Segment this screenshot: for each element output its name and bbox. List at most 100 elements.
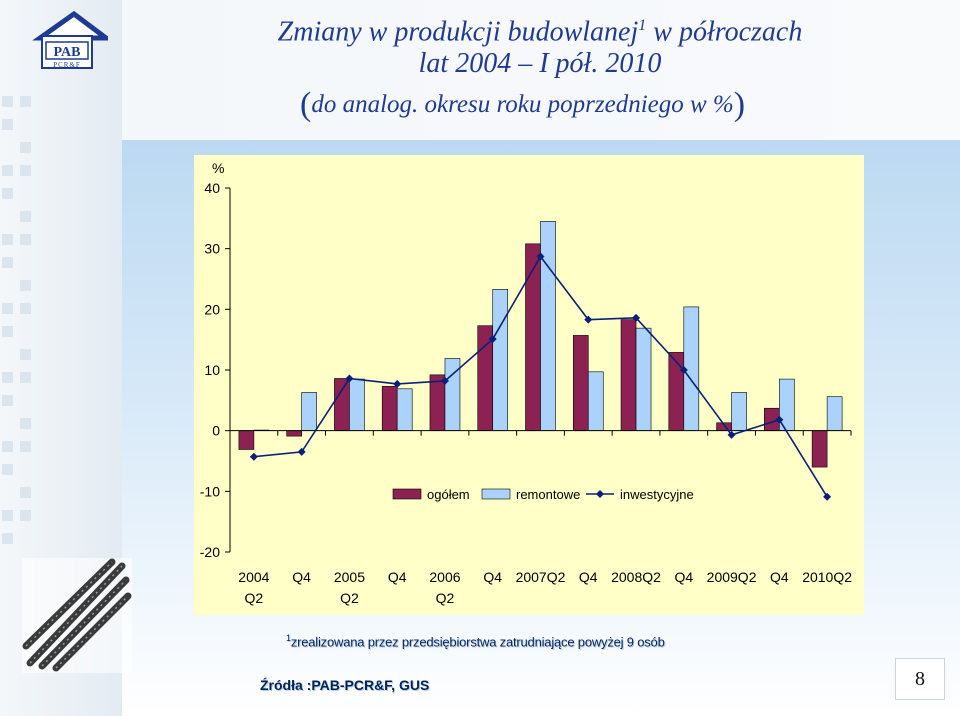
marker-inwestycyjne <box>775 415 784 424</box>
marker-inwestycyjne <box>488 335 497 344</box>
bar-ogółem <box>381 386 398 431</box>
y-tick-label: 0 <box>212 423 220 439</box>
bar-remontowe <box>301 392 317 431</box>
decorative-square <box>2 165 13 176</box>
page-number: 8 <box>895 658 945 700</box>
bar-ogółem <box>334 378 350 431</box>
bar-remontowe <box>349 378 365 431</box>
logo-text-small: PCR&F <box>53 61 81 69</box>
chart-container: -20 -10 0 10 20 30 40% 2004 Q2 Q4 2005 Q2 Q4 2006 Q2 Q4… <box>194 155 864 615</box>
x-tick-label: Q4 <box>388 569 407 585</box>
bar-remontowe <box>826 396 843 431</box>
marker-inwestycyjne <box>297 447 306 456</box>
bar-ogółem <box>238 430 255 450</box>
decorative-square <box>2 257 13 268</box>
y-axis-label: % <box>212 160 224 176</box>
pab-pcrf-logo: PAB PCR&F <box>32 10 108 69</box>
marker-inwestycyjne <box>345 374 354 383</box>
x-tick-label: 2008Q2 <box>611 569 661 585</box>
bar-ogółem <box>620 319 637 431</box>
source-note: Źródła :PAB-PCR&F, GUS <box>260 677 430 693</box>
legend-marker <box>596 490 604 498</box>
bar-remontowe <box>635 327 652 431</box>
decorative-square <box>20 372 31 383</box>
bar-ogółem <box>286 430 302 437</box>
footnote-text: zrealizowana przez przedsiębiorstwa zatr… <box>290 634 665 650</box>
marker-inwestycyjne <box>632 313 641 322</box>
decorative-square <box>2 441 13 452</box>
subtitle-close-paren: ) <box>733 86 746 123</box>
slide-subtitle: (do analog. okresu roku poprzedniego w %… <box>300 86 745 124</box>
bar-remontowe <box>492 289 509 431</box>
decorative-square <box>20 96 31 107</box>
decorative-square <box>2 464 13 475</box>
x-tick-label: Q4 <box>770 569 789 585</box>
marker-inwestycyjne <box>679 366 688 374</box>
slide-title: Zmiany w produkcji budowlanej1 w półrocz… <box>150 10 930 80</box>
x-tick-label: Q4 <box>579 569 598 585</box>
legend-label: ogółem <box>427 487 470 502</box>
marker-inwestycyjne <box>823 492 832 501</box>
y-tick-label: 40 <box>204 180 220 196</box>
bar-remontowe <box>396 388 413 431</box>
marker-inwestycyjne <box>249 452 258 461</box>
x-tick-label: Q4 <box>483 569 502 585</box>
decorative-square <box>2 234 13 245</box>
bar-ogółem <box>525 243 541 431</box>
decorative-square <box>20 165 31 176</box>
y-tick-label: 30 <box>204 241 220 257</box>
x-tick-label: Q4 <box>292 569 311 585</box>
header-background <box>122 0 960 140</box>
decorative-square <box>20 303 31 314</box>
marker-inwestycyjne <box>584 315 593 324</box>
footnote: 1zrealizowana przez przedsiębiorstwa zat… <box>286 633 665 649</box>
decorative-square <box>2 303 13 314</box>
x-tick-label: 2004 <box>238 569 269 585</box>
decorative-squares <box>2 96 42 566</box>
bar-ogółem <box>429 374 446 431</box>
title-line2: lat 2004 – I pół. 2010 <box>418 48 662 80</box>
x-tick-label: Q2 <box>340 590 359 606</box>
footnote-marker: 1 <box>286 633 291 643</box>
decorative-square <box>2 326 13 337</box>
logo-plate <box>45 41 89 60</box>
legend-label: inwestycyjne <box>620 487 694 502</box>
decorative-square <box>2 395 13 406</box>
decorative-square <box>20 487 31 498</box>
decorative-square <box>20 234 31 245</box>
x-tick-label: 2009Q2 <box>707 569 757 585</box>
decorative-square <box>2 533 13 544</box>
bar-remontowe <box>540 221 556 431</box>
decorative-square <box>20 418 31 429</box>
bar-ogółem <box>811 430 828 468</box>
x-tick-label: Q2 <box>245 590 264 606</box>
decorative-square <box>2 96 13 107</box>
marker-inwestycyjne <box>393 379 402 388</box>
marker-inwestycyjne <box>727 430 736 439</box>
y-tick-label: -20 <box>200 544 220 560</box>
bar-remontowe <box>731 392 747 431</box>
decorative-square <box>20 280 31 291</box>
x-tick-label: Q4 <box>674 569 693 585</box>
decorative-square <box>20 441 31 452</box>
legend-label: remontowe <box>516 487 580 502</box>
bar-ogółem <box>572 335 589 431</box>
legend-swatch-ogolem <box>392 488 422 500</box>
y-tick-label: 20 <box>204 301 220 317</box>
decorative-square <box>2 510 13 521</box>
bar-ogółem <box>668 352 685 431</box>
marker-inwestycyjne <box>536 252 545 261</box>
x-tick-label: 2010Q2 <box>802 569 852 585</box>
decorative-square <box>2 188 13 199</box>
decorative-square <box>20 510 31 521</box>
decorative-square <box>20 142 31 153</box>
y-tick-label: -10 <box>200 483 220 499</box>
decorative-square <box>2 372 13 383</box>
rebar-image <box>22 558 132 673</box>
logo-text-big: PAB <box>54 45 81 60</box>
decorative-square <box>20 349 31 360</box>
logo-roof <box>32 10 108 41</box>
x-tick-label: 2006 <box>429 569 460 585</box>
bar-remontowe <box>587 371 604 431</box>
x-tick-label: 2005 <box>334 569 365 585</box>
